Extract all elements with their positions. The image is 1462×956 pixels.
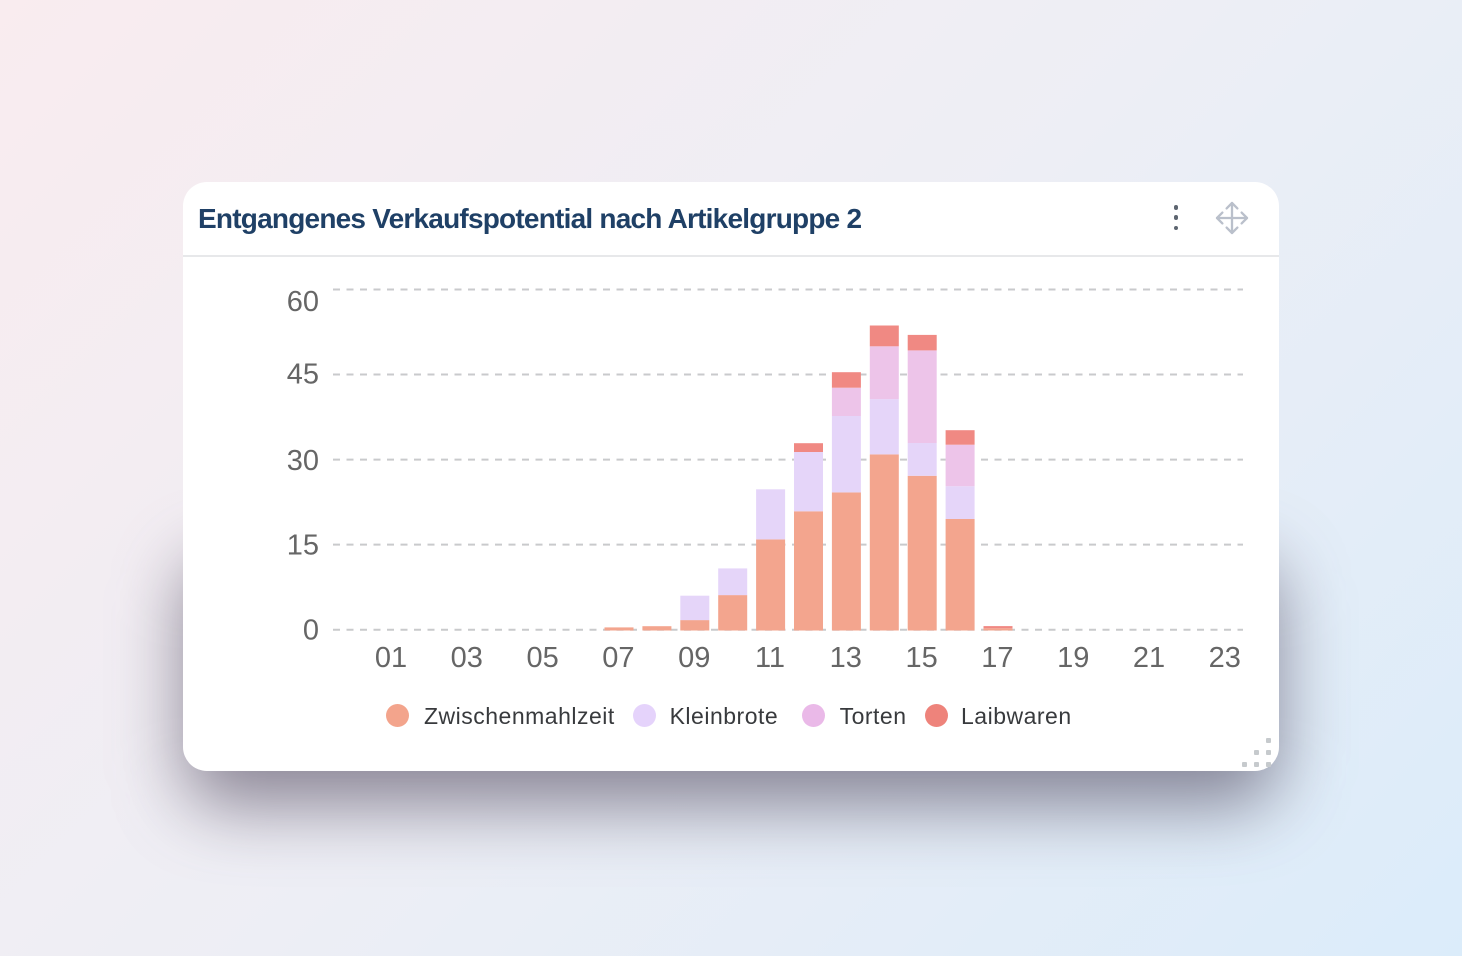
svg-text:07: 07 (602, 642, 634, 674)
svg-text:05: 05 (526, 642, 558, 674)
svg-text:0: 0 (303, 615, 319, 647)
svg-text:15: 15 (905, 642, 937, 674)
svg-text:30: 30 (287, 445, 319, 477)
svg-text:13: 13 (830, 642, 862, 674)
svg-text:09: 09 (678, 642, 710, 674)
svg-text:21: 21 (1133, 642, 1165, 674)
svg-text:03: 03 (451, 642, 483, 674)
svg-text:19: 19 (1057, 642, 1089, 674)
svg-text:15: 15 (287, 530, 319, 562)
svg-text:23: 23 (1209, 642, 1241, 674)
svg-text:60: 60 (287, 286, 319, 318)
svg-text:17: 17 (981, 642, 1013, 674)
svg-text:45: 45 (287, 359, 319, 391)
svg-text:01: 01 (375, 642, 407, 674)
svg-text:11: 11 (755, 642, 785, 674)
